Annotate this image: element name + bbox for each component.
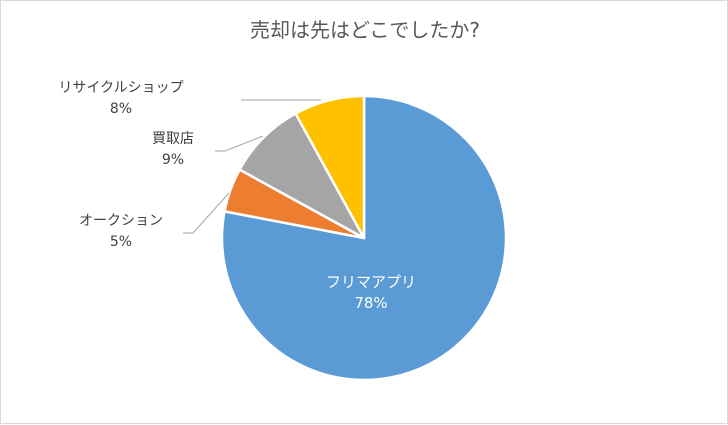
slice-percent-3: 9%	[162, 152, 184, 168]
slice-label-2: オークション	[79, 213, 163, 229]
leader-lines	[183, 99, 321, 234]
slice-label-4: リサイクルショップ	[58, 80, 183, 96]
pie-slice-3	[238, 112, 366, 240]
slice-percent-1: 78%	[354, 294, 387, 312]
slice-label-3: 買取店	[152, 131, 194, 147]
slice-percent-2: 5%	[110, 234, 132, 250]
leader-line-2	[183, 192, 230, 234]
slice-percent-4: 8%	[110, 101, 132, 117]
data-labels: フリマアプリ 78% オークション 5% 買取店 9% リサイクルショップ 8%	[58, 80, 416, 312]
slice-label-1: フリマアプリ	[326, 273, 416, 291]
chart-title: 売却は先はどこでしたか?	[250, 18, 480, 42]
pie-slice-4	[294, 94, 366, 240]
pie-slices	[220, 94, 508, 382]
leader-line-3	[215, 135, 264, 152]
